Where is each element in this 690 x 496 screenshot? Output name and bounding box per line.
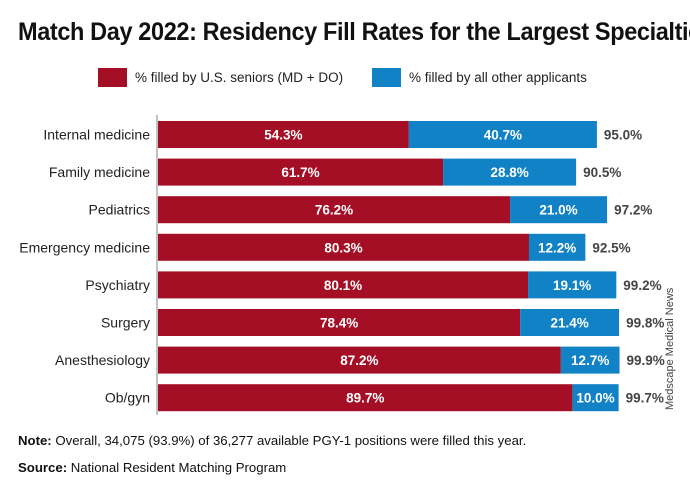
data-label-total: 97.2% [614, 203, 652, 218]
bar-others [443, 158, 577, 186]
chart-title: Match Day 2022: Residency Fill Rates for… [18, 18, 690, 46]
data-label-seniors: 78.4% [320, 316, 358, 331]
data-label-total: 95.0% [604, 128, 642, 143]
data-label-total: 99.2% [623, 278, 661, 293]
category-label: Emergency medicine [19, 239, 150, 255]
bar-seniors [158, 271, 529, 299]
bar-seniors [158, 196, 511, 224]
bar-others [510, 196, 608, 224]
category-label: Family medicine [49, 164, 150, 180]
data-label-total: 99.7% [626, 391, 664, 406]
data-label-seniors: 54.3% [264, 128, 302, 143]
data-label-total: 90.5% [583, 165, 621, 180]
data-label-seniors: 61.7% [281, 165, 319, 180]
data-label-others: 28.8% [490, 165, 528, 180]
category-label: Pediatrics [89, 202, 150, 218]
category-label: Psychiatry [85, 277, 150, 293]
data-label-others: 19.1% [553, 278, 591, 293]
data-label-seniors: 87.2% [340, 353, 378, 368]
data-label-seniors: 76.2% [315, 203, 353, 218]
note-text: Overall, 34,075 (93.9%) of 36,277 availa… [51, 433, 527, 448]
data-label-total: 99.9% [627, 353, 665, 368]
credit: Medscape Medical News [664, 287, 676, 410]
category-label: Anesthesiology [55, 352, 150, 368]
bar-seniors [158, 233, 529, 261]
data-label-total: 99.8% [626, 316, 664, 331]
legend-item-others: % filled by all other applicants [372, 68, 587, 87]
category-label: Internal medicine [43, 127, 150, 143]
bar-others [572, 384, 619, 412]
legend-label-others: % filled by all other applicants [409, 70, 587, 85]
data-label-others: 21.4% [551, 316, 589, 331]
data-label-others: 21.0% [539, 203, 577, 218]
data-label-others: 40.7% [484, 128, 522, 143]
data-label-seniors: 89.7% [346, 391, 384, 406]
data-label-total: 92.5% [592, 240, 630, 255]
source-text: National Resident Matching Program [67, 460, 287, 475]
legend-swatch-others [372, 68, 401, 87]
legend-swatch-seniors [98, 68, 127, 87]
bar-chart: Internal medicine 54.3% 40.7% 95.0% Family m… [19, 115, 665, 415]
data-label-others: 10.0% [576, 391, 614, 406]
legend: % filled by U.S. seniors (MD + DO) % fil… [0, 68, 690, 90]
bar-seniors [158, 158, 444, 186]
source: Source: National Resident Matching Progr… [18, 460, 286, 475]
bar-seniors [158, 309, 521, 336]
category-label: Ob/gyn [105, 390, 150, 406]
bar-others [528, 233, 586, 261]
bar-others [560, 346, 620, 374]
data-label-seniors: 80.1% [324, 278, 362, 293]
bar-others [520, 309, 620, 336]
source-label: Source: [18, 460, 68, 475]
note: Note: Overall, 34,075 (93.9%) of 36,277 … [18, 433, 526, 448]
data-label-seniors: 80.3% [324, 240, 362, 255]
bar-seniors [158, 346, 561, 374]
bar-seniors [158, 121, 409, 148]
category-label: Surgery [101, 315, 150, 331]
data-label-others: 12.2% [538, 240, 576, 255]
note-label: Note: [18, 433, 52, 448]
legend-item-seniors: % filled by U.S. seniors (MD + DO) [98, 68, 343, 87]
bar-others [408, 121, 597, 148]
bar-seniors [158, 384, 573, 412]
data-label-others: 12.7% [571, 353, 609, 368]
legend-label-seniors: % filled by U.S. seniors (MD + DO) [135, 70, 344, 85]
bar-others [528, 271, 617, 299]
